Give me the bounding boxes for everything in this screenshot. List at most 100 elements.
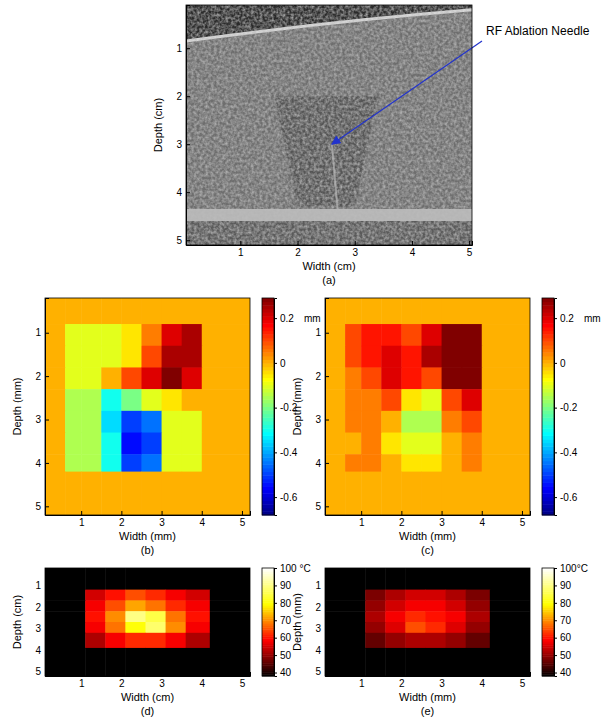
x-axis-line bbox=[46, 511, 251, 516]
colorbar-tick: 0.2 bbox=[554, 313, 574, 324]
plot-area bbox=[325, 568, 530, 676]
y-tick: 2 bbox=[315, 371, 329, 382]
y-axis: 12345 bbox=[35, 569, 49, 678]
x-tick: 3 bbox=[439, 511, 445, 528]
colorbar-swatch bbox=[542, 468, 554, 472]
colorbar-swatch bbox=[542, 345, 554, 349]
heatmap-cell bbox=[361, 367, 382, 389]
colorbar-tick-mark bbox=[274, 363, 277, 364]
colorbar-tick-label: 100°C bbox=[560, 563, 588, 574]
heatmap-cell bbox=[101, 454, 122, 472]
heatmap-cell bbox=[325, 568, 366, 590]
heatmap-cell bbox=[45, 367, 66, 389]
heatmap-cell bbox=[210, 622, 250, 633]
heatmap-cell bbox=[381, 454, 402, 472]
x-tick-mark bbox=[442, 511, 443, 515]
heatmap-cell bbox=[345, 367, 362, 389]
heatmap-cell bbox=[121, 472, 142, 515]
heatmap-cell bbox=[425, 611, 446, 622]
colorbar-swatch bbox=[262, 443, 274, 447]
heatmap-cell bbox=[325, 454, 346, 472]
heatmap-cell bbox=[162, 454, 183, 472]
x-tick-mark bbox=[482, 511, 483, 515]
colorbar-swatch bbox=[262, 446, 274, 450]
heatmap-cell bbox=[345, 411, 362, 433]
heatmap-cell bbox=[462, 367, 483, 389]
heatmap-cell bbox=[186, 590, 211, 601]
colorbar-tick-mark bbox=[554, 363, 557, 364]
y-axis: 12345 bbox=[315, 299, 329, 516]
heatmap-cell bbox=[345, 346, 362, 368]
heatmap-cell bbox=[405, 622, 426, 633]
x-tick-label: 3 bbox=[159, 678, 165, 689]
y-axis: 12345 bbox=[35, 299, 49, 516]
heatmap-cell bbox=[466, 622, 491, 633]
heatmap-cell bbox=[425, 590, 446, 601]
colorbar-tick: -0.6 bbox=[274, 492, 298, 503]
heatmap-cell bbox=[325, 622, 366, 633]
heatmap-cell bbox=[462, 411, 483, 433]
heatmap-cell bbox=[125, 648, 146, 676]
colorbar-tick: 80 bbox=[274, 598, 292, 609]
y-axis-line bbox=[326, 299, 330, 516]
heatmap-cell bbox=[325, 472, 346, 515]
colorbar bbox=[262, 568, 274, 677]
colorbar-swatch bbox=[262, 410, 274, 414]
heatmap-cell bbox=[81, 324, 102, 346]
x-tick-label: 1 bbox=[79, 517, 85, 528]
colorbar-swatch bbox=[262, 363, 274, 367]
heatmap-cell bbox=[325, 590, 366, 601]
heatmap-cell bbox=[401, 433, 422, 455]
heatmap-cell bbox=[442, 367, 463, 389]
y-tick-label: 5 bbox=[315, 501, 321, 512]
heatmap-cell bbox=[166, 648, 187, 676]
heatmap-cell bbox=[405, 611, 426, 622]
colorbar-swatch bbox=[542, 312, 554, 316]
colorbar-axis: 100°C908070605040 bbox=[554, 563, 588, 679]
colorbar-tick: 0 bbox=[554, 358, 566, 369]
x-tick: 4 bbox=[479, 672, 485, 689]
colorbar-swatch bbox=[262, 479, 274, 483]
colorbar-tick-mark bbox=[554, 497, 557, 498]
heatmap-cell bbox=[65, 454, 82, 472]
heatmap-cell bbox=[401, 472, 422, 515]
heatmap-cell bbox=[345, 433, 362, 455]
colorbar-swatch bbox=[542, 363, 554, 367]
colorbar-swatch bbox=[262, 457, 274, 461]
heatmap-cell bbox=[421, 472, 442, 515]
colorbar-swatch bbox=[262, 370, 274, 374]
ultrasound-speckle bbox=[186, 5, 472, 245]
y-tick-label: 5 bbox=[315, 666, 321, 677]
heatmap-cell bbox=[85, 633, 106, 649]
colorbar-tick-mark bbox=[274, 620, 277, 621]
heatmap-cell bbox=[166, 568, 187, 590]
colorbar-swatch bbox=[542, 309, 554, 313]
heatmap-cell bbox=[105, 622, 126, 633]
panel: 100°C9080706050401234512345Width (mm)Dep… bbox=[291, 563, 588, 717]
x-tick: 4 bbox=[199, 672, 205, 689]
heatmap-cell bbox=[442, 324, 463, 346]
heatmap-cell bbox=[85, 590, 106, 601]
colorbar-swatch bbox=[542, 316, 554, 320]
plot-frame bbox=[45, 568, 250, 676]
y-tick: 5 bbox=[176, 235, 190, 246]
x-tick-mark bbox=[522, 672, 523, 676]
heatmap-cell bbox=[381, 389, 402, 411]
heatmap-cell bbox=[202, 346, 250, 368]
heatmap-cell bbox=[421, 411, 442, 433]
colorbar-swatch bbox=[262, 367, 274, 371]
heatmap-cell bbox=[466, 600, 491, 611]
x-tick-mark bbox=[162, 511, 163, 515]
x-tick-mark bbox=[469, 241, 470, 245]
x-tick-label: 4 bbox=[479, 678, 485, 689]
colorbar-swatch bbox=[542, 410, 554, 414]
colorbar-swatch bbox=[262, 341, 274, 345]
heatmap-cell bbox=[105, 568, 126, 590]
heatmap-cell bbox=[361, 433, 382, 455]
heatmap-cell bbox=[381, 472, 402, 515]
y-axis-line bbox=[46, 569, 50, 677]
heatmap-cell bbox=[365, 600, 386, 611]
colorbar-tick-mark bbox=[274, 408, 277, 409]
colorbar-swatch bbox=[542, 381, 554, 385]
colorbar-tick: -0.2 bbox=[554, 402, 578, 413]
